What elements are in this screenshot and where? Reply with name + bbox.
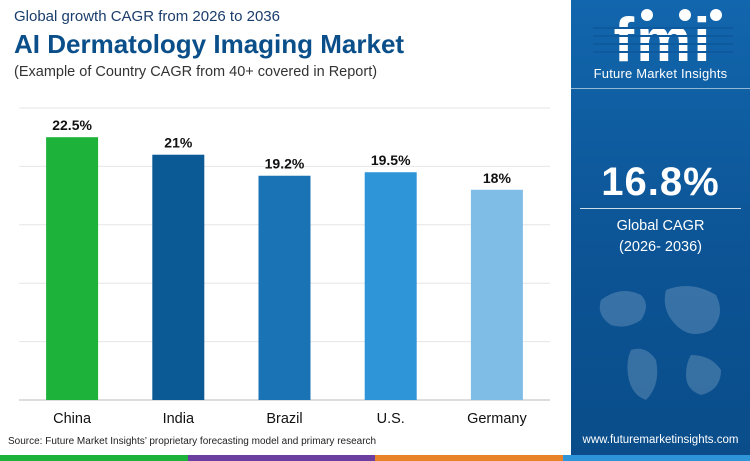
stripe-segment: [375, 455, 563, 461]
bar-india: [152, 154, 205, 400]
stripe-segment: [562, 455, 750, 461]
bar-value-label: 22.5%: [52, 117, 92, 133]
chart-title: AI Dermatology Imaging Market: [14, 29, 405, 59]
global-cagr-label-line2: (2026- 2036): [618, 239, 703, 255]
globe-icon: [710, 9, 722, 21]
cagr-divider: [580, 208, 741, 209]
logo-company-name: Future Market Insights: [593, 66, 728, 81]
globe-icon: [679, 9, 691, 21]
x-tick-label: U.S.: [377, 411, 405, 427]
sidebar-background: [571, 0, 750, 455]
header: Global growth CAGR from 2026 to 2036 AI …: [14, 6, 574, 82]
source-note: Source: Future Market Insights’ propriet…: [8, 436, 377, 447]
bar-china: [46, 137, 99, 400]
bar-us: [364, 172, 417, 400]
bar-brazil: [258, 175, 311, 400]
bottom-color-stripe: [0, 455, 750, 461]
world-map-decoration: [599, 286, 721, 400]
x-tick-label: China: [53, 411, 92, 427]
bar-chart: 22.5% China 21% India 19.2% Brazil 19.5% U.S. 18…: [0, 100, 560, 440]
bar-value-label: 21%: [164, 135, 193, 151]
chart-subtitle-top: Global growth CAGR from 2026 to 2036: [14, 8, 280, 25]
globe-icon: [641, 9, 653, 21]
stripe-segment: [0, 455, 188, 461]
svg-text:fmi: fmi: [614, 6, 713, 68]
sidebar-panel: fmi Future Market Insights 16.8% Global …: [571, 0, 750, 455]
sidebar-divider: [571, 88, 750, 89]
x-tick-label: Brazil: [266, 411, 302, 427]
global-cagr-label: Global CAGR (2026- 2036): [571, 216, 750, 258]
bar-germany: [470, 189, 523, 400]
bar-value-label: 18%: [483, 170, 512, 186]
x-tick-label: India: [163, 411, 195, 427]
fmi-logo-graphic: fmi: [593, 6, 733, 75]
website-link[interactable]: www.futuremarketinsights.com: [582, 434, 739, 446]
global-cagr-value: 16.8%: [601, 160, 720, 204]
global-cagr-label-line1: Global CAGR: [616, 218, 705, 234]
bar-chart-svg: 22.5% China 21% India 19.2% Brazil 19.5% U.S. 18…: [19, 107, 550, 427]
bar-value-label: 19.2%: [265, 156, 305, 172]
x-tick-label: Germany: [467, 411, 527, 427]
fmi-logo: fmi: [593, 6, 733, 75]
bar-value-label: 19.5%: [371, 152, 411, 168]
stripe-segment: [187, 455, 375, 461]
chart-subtitle-bottom: (Example of Country CAGR from 40+ covere…: [14, 64, 378, 80]
